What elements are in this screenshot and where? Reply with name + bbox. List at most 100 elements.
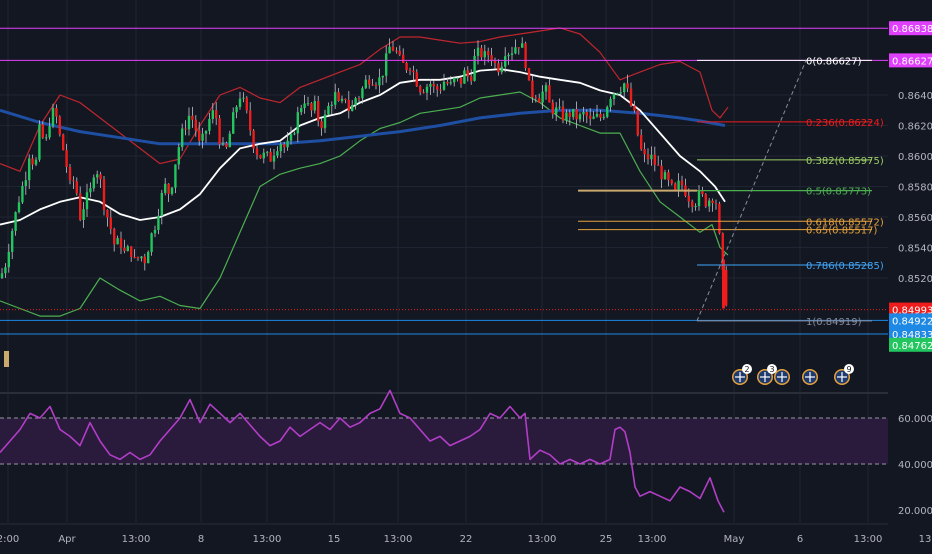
candle-body <box>436 86 439 90</box>
candle-body <box>102 179 106 211</box>
event-markers[interactable]: 2 3 9 <box>732 364 854 385</box>
candle-body <box>232 112 235 134</box>
candle-body <box>599 113 602 118</box>
candle-body <box>14 212 17 232</box>
candle-body <box>385 53 388 76</box>
candle-body <box>402 54 405 63</box>
candle-body <box>177 147 180 165</box>
candle-body <box>65 150 68 167</box>
candle-body <box>133 256 136 258</box>
candle-body <box>31 158 34 165</box>
time-axis[interactable]: 2:00 Apr 13:00 8 13:00 15 13:00 22 13:00 25 13:00 M… <box>0 523 931 545</box>
price-label-text: 0.86627 <box>892 56 932 67</box>
candle-body <box>113 228 116 245</box>
candle-body <box>660 165 663 180</box>
candle-body <box>283 144 286 148</box>
candle-body <box>262 152 265 159</box>
price-label-badge <box>889 21 932 36</box>
candle-body <box>48 126 51 138</box>
candle-body <box>41 124 44 138</box>
candle-body <box>653 154 656 165</box>
fibonacci-retracement[interactable]: 0(0.86627) 0.236(0.86224) 0.382(0.85975) 0.… <box>578 56 884 328</box>
price-label-text: 0.84833 <box>892 330 932 341</box>
event-marker[interactable]: 2 <box>732 364 752 385</box>
time-tick-label: 13:00 <box>528 534 557 545</box>
bb-lower-line <box>0 91 729 317</box>
candle-body <box>527 68 531 81</box>
candle-body <box>514 47 517 54</box>
candle-body <box>211 110 214 119</box>
candle-body <box>136 256 140 259</box>
candle-body <box>432 83 435 87</box>
candle-body <box>157 215 160 230</box>
candle-body <box>116 238 119 245</box>
candle-body <box>422 92 425 94</box>
event-marker[interactable]: 3 <box>757 364 777 385</box>
candle-body <box>643 149 646 155</box>
candle-body <box>204 130 208 134</box>
event-marker[interactable]: 9 <box>834 364 854 385</box>
event-marker[interactable] <box>802 369 818 385</box>
candle-body <box>34 159 38 165</box>
candle-body <box>517 47 520 49</box>
event-marker[interactable] <box>774 369 790 385</box>
candle-body <box>28 158 31 181</box>
candle-body <box>276 151 279 156</box>
event-count-badge <box>844 364 854 374</box>
candle-body <box>687 195 690 202</box>
fib-level-label: 0.236(0.86224) <box>806 118 884 129</box>
candle-body <box>378 77 381 86</box>
candle-body <box>510 53 514 55</box>
time-tick-label: Apr <box>58 534 76 545</box>
fib-trend-line[interactable] <box>696 60 807 322</box>
rsi-tick-label: 40.0000 <box>898 460 932 471</box>
candle-body <box>473 55 476 81</box>
candle-body <box>650 154 653 160</box>
event-count-badge <box>767 364 777 374</box>
candle-body <box>79 193 82 221</box>
candle-body <box>589 115 592 119</box>
candle-body <box>504 56 507 67</box>
candle-body <box>487 51 490 56</box>
time-tick-label: 8 <box>198 534 204 545</box>
candle-body <box>126 246 129 252</box>
candle-body <box>538 98 541 103</box>
fib-level-label: 1(0.84919) <box>806 317 862 328</box>
candle-body <box>616 93 619 95</box>
candle-body <box>347 99 350 112</box>
candle-body <box>184 128 187 130</box>
candle-body <box>578 114 582 120</box>
candle-body <box>551 102 554 114</box>
fib-level-label: 0.65(0.85517) <box>806 226 878 237</box>
range-marker <box>4 351 9 367</box>
fib-level-label: 0.786(0.85285) <box>806 261 884 272</box>
candle-body <box>17 202 21 213</box>
candle-body <box>493 60 497 64</box>
candle-body <box>680 180 684 186</box>
candle-body <box>663 172 667 180</box>
candle-body <box>714 203 718 205</box>
candle-body <box>561 106 565 121</box>
candle-body <box>548 85 551 103</box>
candle-body <box>82 209 85 221</box>
candle-body <box>306 103 310 105</box>
candle-body <box>674 183 677 190</box>
event-count: 2 <box>744 365 749 374</box>
candle-body <box>442 81 446 90</box>
candle-body <box>558 106 561 108</box>
candle-body <box>391 46 395 51</box>
candle-body <box>242 97 245 99</box>
fib-level-label: 0.618(0.85572) <box>806 217 884 228</box>
candle-body <box>160 192 163 216</box>
candle-body <box>585 111 588 116</box>
candle-body <box>208 118 211 131</box>
candle-body <box>453 77 456 83</box>
candle-body <box>388 46 391 54</box>
candle-body <box>361 88 364 99</box>
candle-body <box>221 143 225 145</box>
